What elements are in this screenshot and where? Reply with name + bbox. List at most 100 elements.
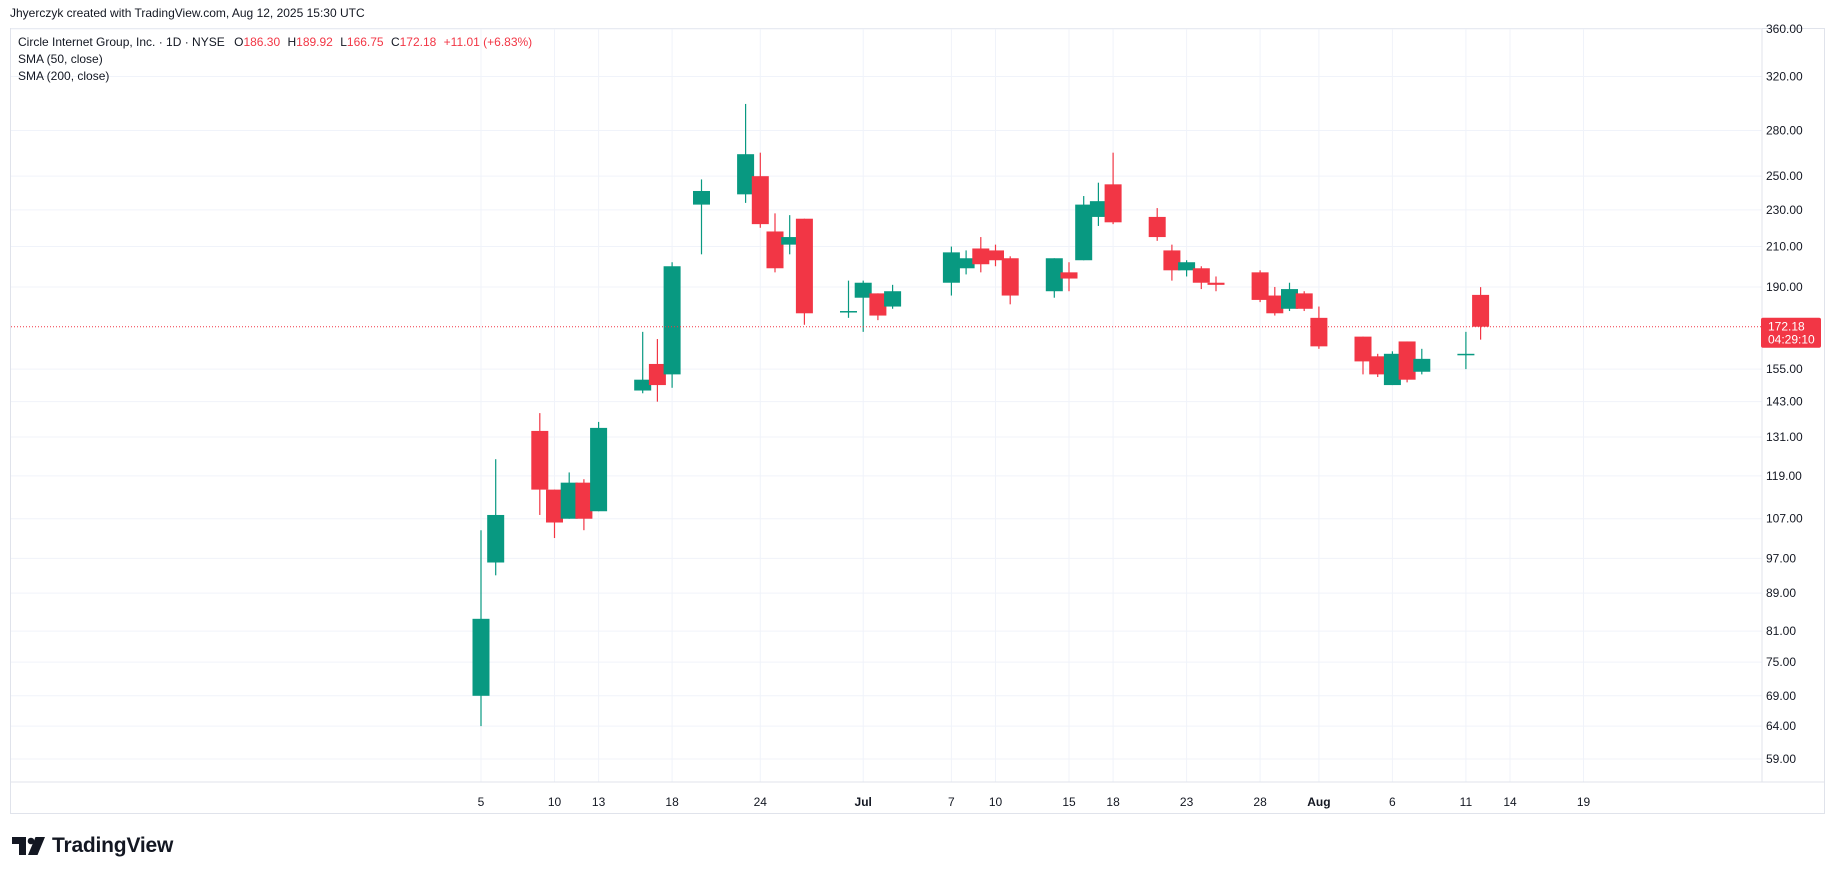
candle[interactable] <box>1104 152 1122 225</box>
candle[interactable] <box>590 421 608 512</box>
candle-body <box>781 237 799 245</box>
indicator-sma-200[interactable]: SMA (200, close) <box>18 69 110 83</box>
price-axis[interactable]: 59.00 64.00 69.00 75.00 81.00 89.00 97.00 107.0… <box>1766 22 1803 766</box>
close-value: 172.18 <box>399 35 437 49</box>
candle[interactable] <box>987 244 1004 267</box>
candle[interactable] <box>737 103 755 203</box>
candle-body <box>1178 262 1196 271</box>
y-tick-label: 320.00 <box>1766 70 1803 84</box>
candle[interactable] <box>1383 351 1401 386</box>
candle[interactable] <box>795 218 813 325</box>
tradingview-logo-icon <box>12 837 45 855</box>
candle[interactable] <box>575 479 593 531</box>
y-tick-label: 230.00 <box>1766 203 1803 217</box>
candle[interactable] <box>1178 260 1196 277</box>
x-tick-label: 7 <box>948 795 955 809</box>
candle-body <box>1075 204 1093 261</box>
candle-body <box>972 248 990 265</box>
low-value: 166.75 <box>346 35 384 49</box>
candle-body <box>1398 341 1416 380</box>
bar-countdown: 04:29:10 <box>1768 333 1815 347</box>
candle-body <box>1281 289 1298 309</box>
tradingview-logo[interactable]: TradingView <box>12 834 173 858</box>
candle[interactable] <box>1398 341 1416 383</box>
candle-body <box>1413 358 1431 372</box>
candle[interactable] <box>957 250 975 275</box>
candle[interactable] <box>1001 256 1019 305</box>
candle[interactable] <box>751 152 769 228</box>
symbol-row: Circle Internet Group, Inc. · 1D · NYSE … <box>18 34 532 51</box>
candle[interactable] <box>1457 331 1475 370</box>
candle[interactable] <box>840 280 857 318</box>
candle[interactable] <box>1369 353 1387 378</box>
y-tick-label: 190.00 <box>1766 280 1803 294</box>
candle-body <box>1207 282 1225 285</box>
candle[interactable] <box>1192 266 1210 290</box>
candle[interactable] <box>1075 196 1093 261</box>
candle[interactable] <box>1148 208 1166 241</box>
candle[interactable] <box>854 280 872 332</box>
grid <box>11 28 1762 782</box>
candle-body <box>693 190 710 205</box>
y-tick-label: 119.00 <box>1766 469 1802 483</box>
candle[interactable] <box>693 179 710 255</box>
candle[interactable] <box>781 215 799 255</box>
symbol-title[interactable]: Circle Internet Group, Inc. · 1D · NYSE <box>18 35 225 49</box>
candle[interactable] <box>1089 182 1107 226</box>
candle[interactable] <box>884 284 902 309</box>
candle-body <box>531 430 549 490</box>
candle-body <box>751 176 769 225</box>
y-tick-label: 360.00 <box>1766 22 1803 36</box>
brand-name: TradingView <box>52 834 174 857</box>
high-label: H <box>287 35 297 49</box>
y-tick-label: 143.00 <box>1766 395 1803 409</box>
candle[interactable] <box>1266 286 1284 316</box>
candle[interactable] <box>634 331 652 394</box>
candle[interactable] <box>1472 287 1490 340</box>
x-tick-label: 23 <box>1180 795 1194 809</box>
candle[interactable] <box>1251 270 1269 303</box>
candle[interactable] <box>1163 244 1181 281</box>
candle[interactable] <box>1310 306 1328 349</box>
candle[interactable] <box>546 489 563 539</box>
candle-body <box>634 379 652 391</box>
candle[interactable] <box>648 339 666 402</box>
candle-body <box>663 266 681 375</box>
candle-body <box>590 427 608 512</box>
candle-body <box>1266 295 1284 314</box>
indicator-sma-50[interactable]: SMA (50, close) <box>18 52 103 66</box>
candle[interactable] <box>1045 258 1063 298</box>
candle-body <box>987 250 1004 261</box>
candle[interactable] <box>942 246 960 296</box>
x-tick-label: 19 <box>1577 795 1591 809</box>
x-tick-label: 18 <box>1106 795 1120 809</box>
candle[interactable] <box>1295 291 1313 312</box>
candle-body <box>1001 258 1019 296</box>
candle-body <box>487 514 505 563</box>
x-tick-label: 10 <box>548 795 562 809</box>
candle[interactable] <box>1354 336 1372 375</box>
candle[interactable] <box>531 413 549 515</box>
candle[interactable] <box>560 472 578 519</box>
candle[interactable] <box>1060 262 1078 292</box>
candle-body <box>942 252 960 283</box>
y-tick-label: 250.00 <box>1766 169 1803 183</box>
candle[interactable] <box>663 262 681 388</box>
x-tick-label: Jul <box>855 795 872 809</box>
x-tick-label: 15 <box>1062 795 1076 809</box>
candle[interactable] <box>766 213 784 273</box>
open-value: 186.30 <box>243 35 281 49</box>
candle[interactable] <box>487 459 505 576</box>
candle[interactable] <box>972 237 990 273</box>
candle[interactable] <box>1281 282 1298 312</box>
candle[interactable] <box>1207 276 1225 292</box>
candle[interactable] <box>472 530 490 727</box>
candle-body <box>957 258 975 269</box>
candle[interactable] <box>1413 348 1431 375</box>
candle-body <box>795 218 813 314</box>
candle-body <box>1251 272 1269 300</box>
candle[interactable] <box>869 293 887 321</box>
time-axis[interactable]: 5 10 13 18 24 Jul 7 10 15 18 23 28 Aug 6 11 14 19 <box>478 795 1591 809</box>
